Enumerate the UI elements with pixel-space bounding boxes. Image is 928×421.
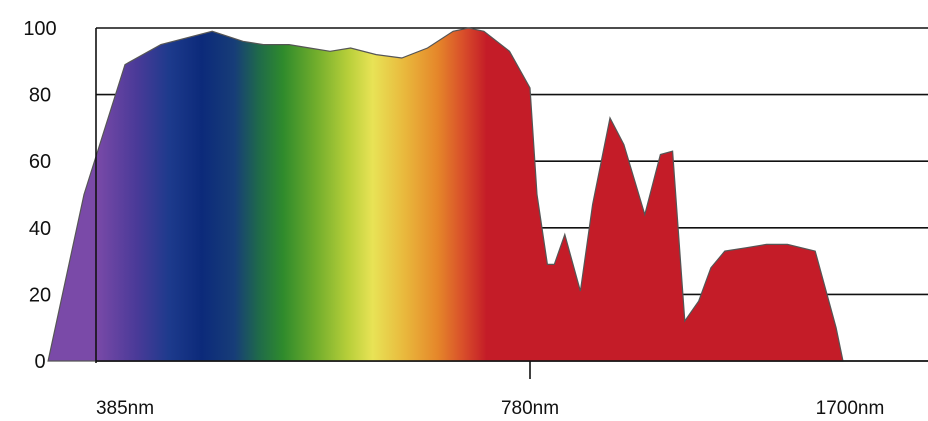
- y-tick-label: 80: [29, 85, 51, 107]
- x-tick-label: 385nm: [96, 398, 154, 419]
- y-tick-label: 40: [29, 218, 51, 240]
- y-tick-label: 20: [29, 284, 51, 306]
- x-tick-label: 780nm: [501, 398, 559, 419]
- y-tick-label: 60: [29, 151, 51, 173]
- y-tick-label: 100: [23, 18, 56, 40]
- y-tick-label: 0: [34, 351, 45, 373]
- x-tick-label: 1700nm: [816, 398, 885, 419]
- spectrum-area: [47, 27, 844, 362]
